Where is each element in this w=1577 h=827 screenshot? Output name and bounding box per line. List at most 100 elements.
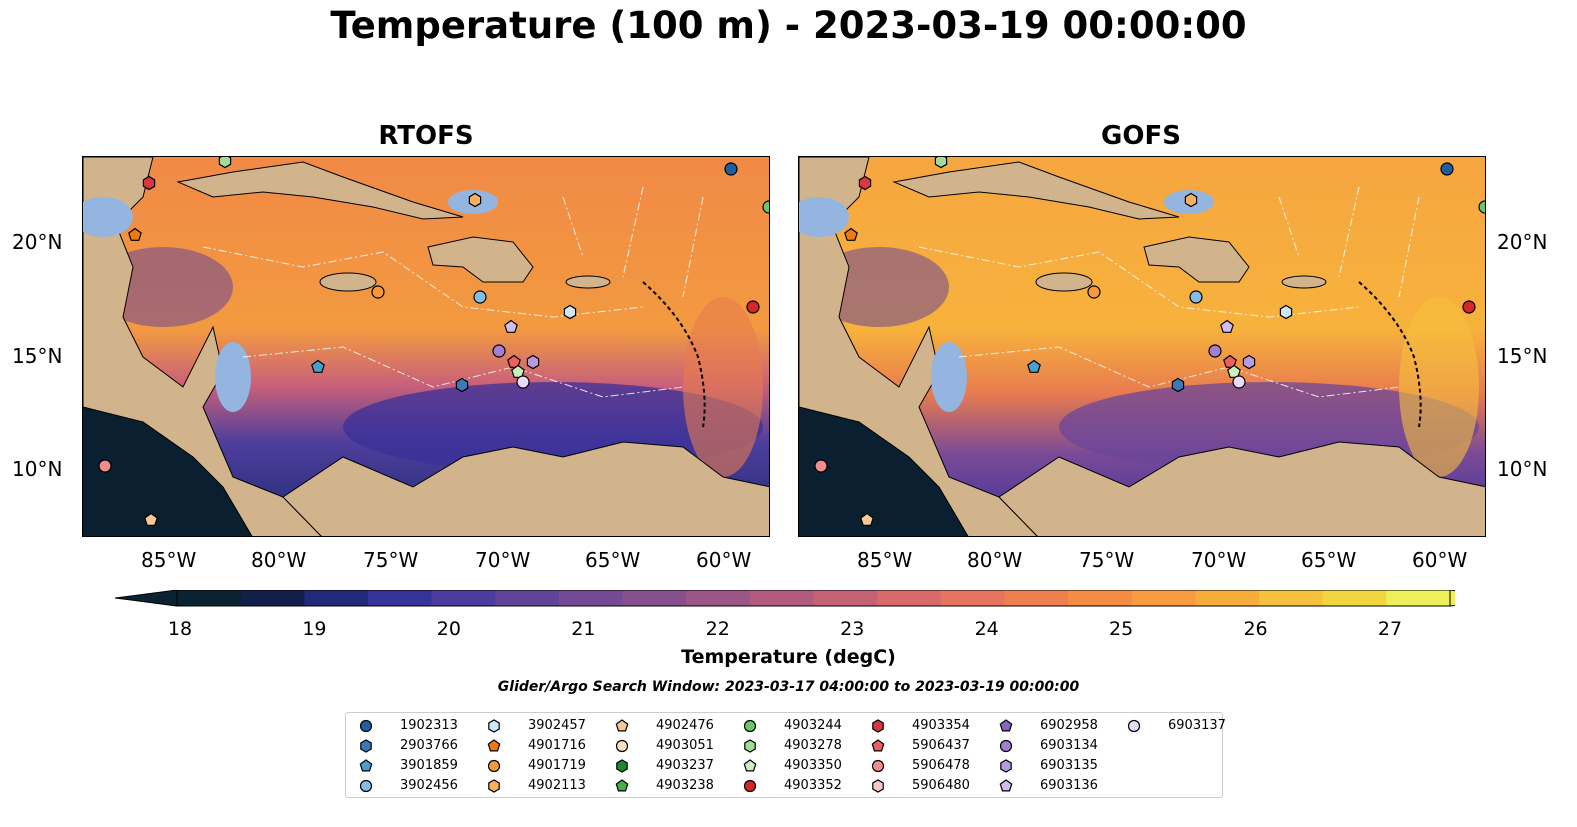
legend-label: 3902456 [400, 778, 458, 793]
legend-label: 2903766 [400, 738, 458, 753]
colorbar-segment [431, 590, 496, 606]
jamaica-land [319, 272, 377, 292]
colorbar-segment [1259, 590, 1324, 606]
circle-marker-icon [359, 779, 373, 793]
lon-label: 60°W [1412, 548, 1468, 572]
colorbar-segment [622, 590, 687, 606]
lon-label: 75°W [1079, 548, 1135, 572]
legend-label: 5906480 [912, 778, 970, 793]
colorbar-segment [495, 590, 560, 606]
hexagon-marker-icon [1000, 759, 1012, 773]
puerto-rico-land [565, 275, 611, 289]
colorbar-segment [940, 590, 1005, 606]
float-marker-4903244 [1478, 200, 1485, 214]
map-panel-rtofs [82, 156, 770, 537]
circle-marker-icon [743, 779, 757, 793]
hexagon-marker-icon [616, 759, 628, 773]
float-marker-4902113 [468, 192, 482, 208]
float-marker-6903135 [526, 354, 540, 370]
pentagon-marker-icon [999, 779, 1013, 792]
eez-boundary [562, 186, 704, 298]
lat-label: 15°N [12, 344, 63, 368]
hexagon-marker-icon [488, 719, 500, 733]
float-marker-6903136 [1220, 319, 1234, 333]
colorbar-extend-high [1449, 589, 1511, 607]
circle-marker-icon [359, 719, 373, 733]
circle-marker-icon [871, 759, 885, 773]
float-marker-5906437 [507, 354, 521, 368]
float-marker-1902313 [724, 162, 738, 176]
float-marker-5906478 [814, 459, 828, 473]
shallow-water [931, 342, 967, 412]
lat-label: 20°N [1497, 230, 1548, 254]
pacific-ocean [83, 407, 252, 536]
float-marker-6903136 [504, 319, 518, 333]
float-marker-6903135 [1242, 354, 1256, 370]
shallow-water [799, 197, 849, 237]
colorbar-segment [177, 590, 242, 606]
float-marker-3901859 [1027, 359, 1041, 373]
lesser-antilles [1358, 281, 1422, 428]
pentagon-marker-icon [999, 719, 1013, 732]
legend-label: 3901859 [400, 758, 458, 773]
legend-label: 1902313 [400, 718, 458, 733]
float-marker-3902456 [1189, 290, 1203, 304]
legend-label: 3902457 [528, 718, 586, 733]
float-marker-4903350 [511, 364, 525, 378]
legend-label: 4902476 [656, 718, 714, 733]
legend-label: 4903278 [784, 738, 842, 753]
float-marker-2903766 [455, 377, 469, 393]
legend-label: 6903134 [1040, 738, 1098, 753]
colorbar-segment [304, 590, 369, 606]
lon-label: 70°W [1191, 548, 1247, 572]
lon-label: 85°W [857, 548, 913, 572]
pentagon-marker-icon [871, 739, 885, 752]
lon-label: 65°W [585, 548, 641, 572]
puerto-rico-land [1281, 275, 1327, 289]
pacific-ocean [799, 407, 968, 536]
colorbar-label: Temperature (degC) [681, 646, 896, 668]
circle-marker-icon [743, 719, 757, 733]
legend-label: 4903051 [656, 738, 714, 753]
float-marker-4901716 [844, 227, 858, 241]
legend-label: 4903350 [784, 758, 842, 773]
float-marker-4903354 [858, 175, 872, 191]
float-marker-3902456 [473, 290, 487, 304]
legend-label: 4903354 [912, 718, 970, 733]
colorbar-extend-low [114, 589, 178, 607]
colorbar-tick-label: 26 [1243, 618, 1268, 640]
warm-water-region [1399, 297, 1479, 477]
float-marker-6903134 [492, 344, 506, 358]
hexagon-marker-icon [872, 779, 884, 793]
colorbar-tick-label: 25 [1109, 618, 1134, 640]
colorbar [114, 589, 1511, 620]
colorbar-segment [1195, 590, 1260, 606]
float-marker-4901719 [1087, 285, 1101, 299]
float-marker-6903137 [1232, 375, 1246, 389]
lon-label: 75°W [363, 548, 419, 572]
legend-label: 4903352 [784, 778, 842, 793]
eez-boundary [242, 346, 684, 398]
float-marker-6903134 [1208, 344, 1222, 358]
float-marker-6903137 [516, 375, 530, 389]
lon-label: 65°W [1301, 548, 1357, 572]
pentagon-marker-icon [487, 739, 501, 752]
legend-label: 4903244 [784, 718, 842, 733]
circle-marker-icon [615, 739, 629, 753]
panel-title-gofs: GOFS [1101, 121, 1181, 151]
legend-label: 4902113 [528, 778, 586, 793]
colorbar-tick-label: 20 [436, 618, 461, 640]
float-marker-4902476 [144, 512, 158, 526]
pentagon-marker-icon [743, 759, 757, 772]
south-america-land [998, 441, 1485, 536]
float-marker-4903350 [1227, 364, 1241, 378]
circle-marker-icon [1127, 719, 1141, 733]
float-marker-4901719 [371, 285, 385, 299]
hexagon-marker-icon [744, 739, 756, 753]
cuba-land [892, 161, 1180, 220]
colorbar-tick-label: 22 [705, 618, 730, 640]
hexagon-marker-icon [488, 779, 500, 793]
colorbar-segment [1386, 590, 1451, 606]
float-marker-3902457 [563, 304, 577, 320]
eez-boundary [1278, 186, 1420, 298]
